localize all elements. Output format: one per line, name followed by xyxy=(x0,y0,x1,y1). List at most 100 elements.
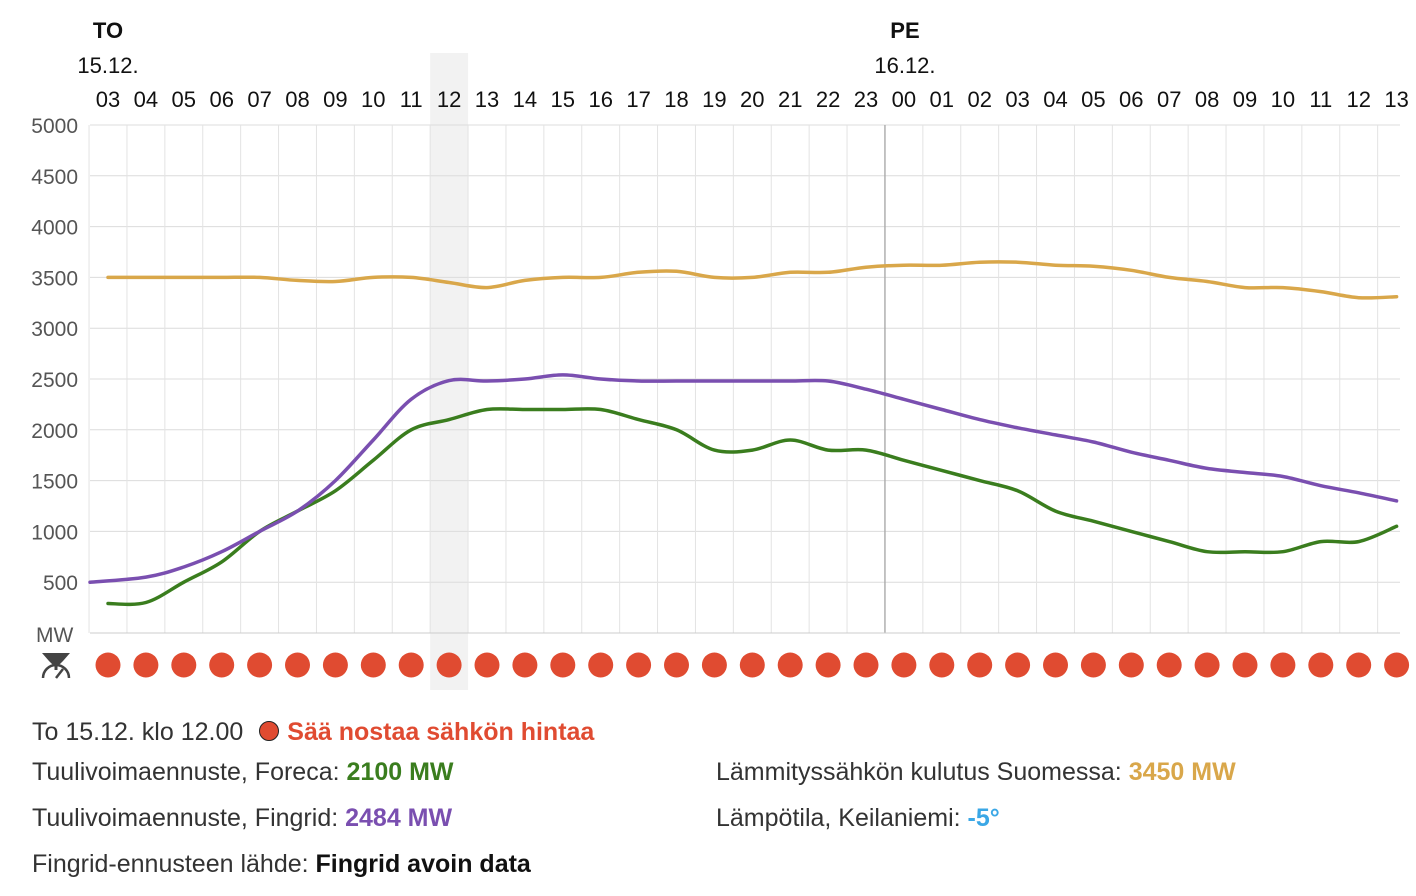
day-date-label: 16.12. xyxy=(874,53,935,78)
x-tick-label: 19 xyxy=(702,87,726,112)
status-dot-icon xyxy=(259,721,280,741)
y-tick-label: 3000 xyxy=(31,318,78,341)
x-tick-label: 03 xyxy=(96,87,120,112)
heating-series-line xyxy=(106,260,1399,300)
y-tick-label: 1000 xyxy=(31,521,78,544)
weather-effect-dot xyxy=(588,652,614,678)
weather-effect-dot xyxy=(360,652,386,678)
weather-effect-dot xyxy=(1080,652,1106,678)
x-tick-label: 10 xyxy=(1271,87,1295,112)
chart-gridlines xyxy=(88,124,1400,634)
fingrid-series-line xyxy=(88,373,1399,584)
x-tick-label: 09 xyxy=(323,87,347,112)
foreca-label: Tuulivoimaennuste, Foreca: xyxy=(32,758,347,786)
temperature-value: -5° xyxy=(967,804,1000,832)
x-tick-label: 15 xyxy=(551,87,575,112)
x-tick-label: 16 xyxy=(588,87,612,112)
weather-effect-dot xyxy=(512,652,538,678)
x-tick-label: 17 xyxy=(626,87,650,112)
y-tick-label: 500 xyxy=(43,572,78,595)
weather-effect-dot xyxy=(1156,652,1182,678)
weather-effect-dot xyxy=(322,652,348,678)
x-tick-label: 04 xyxy=(134,87,158,112)
heating-label: Lämmityssähkön kulutus Suomessa: xyxy=(716,758,1129,786)
weather-effect-dot xyxy=(1005,652,1031,678)
weather-effect-dot xyxy=(1118,652,1144,678)
info-timestamp: To 15.12. klo 12.00 xyxy=(32,718,244,746)
x-tick-label: 03 xyxy=(1005,87,1029,112)
weather-effect-dot xyxy=(1308,652,1334,678)
weather-effect-dots xyxy=(95,652,1410,678)
wind-forecast-chart: 500045004000350030002500200015001000500 … xyxy=(31,18,1410,690)
y-tick-label: 1500 xyxy=(31,471,78,494)
x-tick-label: 06 xyxy=(1119,87,1143,112)
x-tick-label: 11 xyxy=(400,87,423,112)
heating-value: 3450 MW xyxy=(1128,758,1236,786)
weather-effect-dot xyxy=(777,652,803,678)
weather-effect-dot xyxy=(815,652,841,678)
weather-effect-dot xyxy=(1270,652,1296,678)
x-tick-label: 07 xyxy=(1157,87,1181,112)
x-axis-hour-labels: 03 04 05 06 07 08 09 10 11 12 13 14 15 16 17 18 19 20 21 22… xyxy=(96,87,1409,112)
x-tick-label: 23 xyxy=(854,87,878,112)
info-timestamp-row: To 15.12. klo 12.00 Sää nostaa sähkön hin… xyxy=(32,718,594,747)
x-tick-label: 13 xyxy=(475,87,499,112)
series-lines xyxy=(88,260,1399,607)
weather-effect-dot xyxy=(209,652,235,678)
selected-hour-highlight xyxy=(430,53,469,690)
weather-effect-dot xyxy=(664,652,689,678)
fingrid-label: Tuulivoimaennuste, Fingrid: xyxy=(32,804,346,832)
y-tick-label: 3500 xyxy=(31,267,78,290)
y-tick-label: 2000 xyxy=(31,420,78,443)
x-tick-label: 14 xyxy=(513,87,537,112)
y-tick-label: 4500 xyxy=(31,166,78,189)
y-axis-labels: 5000 4500 4000 3500 3000 2500 2000 1500 1000 500 xyxy=(31,115,78,595)
x-tick-label: 06 xyxy=(209,87,233,112)
x-tick-label: 11 xyxy=(1309,87,1332,112)
x-tick-label: 21 xyxy=(778,87,802,112)
weather-effect-dot xyxy=(1043,652,1068,678)
info-foreca-row: Tuulivoimaennuste, Foreca: 2100 MW xyxy=(32,758,454,787)
x-tick-label: 22 xyxy=(816,87,840,112)
info-source-row: Fingrid-ennusteen lähde: Fingrid avoin d… xyxy=(32,850,531,879)
weather-effect-dot xyxy=(95,652,121,678)
weather-effect-dot xyxy=(247,652,273,678)
day-date-label: 15.12. xyxy=(77,53,138,78)
y-tick-label: 2500 xyxy=(31,369,78,392)
x-tick-label: 08 xyxy=(1195,87,1219,112)
source-label: Fingrid-ennusteen lähde: xyxy=(32,850,316,878)
day-weekday-label: PE xyxy=(890,18,919,43)
foreca-series-line xyxy=(106,407,1399,607)
fingrid-source-link[interactable]: Fingrid avoin data xyxy=(315,850,531,878)
foreca-value: 2100 MW xyxy=(346,758,454,786)
weather-effect-dot xyxy=(1346,652,1372,678)
weather-effect-dot xyxy=(853,652,879,678)
x-tick-label: 05 xyxy=(1081,87,1105,112)
y-tick-label: 4000 xyxy=(31,217,78,240)
weather-effect-dot xyxy=(550,652,576,678)
info-temperature-row: Lämpötila, Keilaniemi: -5° xyxy=(716,804,1000,833)
weather-effect-dot xyxy=(891,652,917,678)
weather-effect-dot xyxy=(626,652,652,678)
day-weekday-label: TO xyxy=(93,18,123,43)
x-tick-label: 07 xyxy=(247,87,271,112)
fingrid-value: 2484 MW xyxy=(345,804,453,832)
x-tick-label: 13 xyxy=(1384,87,1408,112)
weather-effect-dot xyxy=(285,652,310,678)
day-labels: TO 15.12. PE 16.12. xyxy=(77,18,935,78)
temperature-label: Lämpötila, Keilaniemi: xyxy=(716,804,968,832)
weather-effect-dot xyxy=(171,652,197,678)
x-tick-label: 01 xyxy=(930,87,954,112)
weather-effect-status: Sää nostaa sähkön hintaa xyxy=(287,718,595,746)
weather-effect-dot xyxy=(474,652,500,678)
x-tick-label: 04 xyxy=(1043,87,1067,112)
weather-effect-dot xyxy=(133,652,159,678)
weather-effect-dot xyxy=(398,652,424,678)
x-tick-label: 20 xyxy=(740,87,764,112)
x-tick-label: 09 xyxy=(1233,87,1257,112)
weather-effect-dot xyxy=(1384,652,1410,678)
weather-effect-scale-icon xyxy=(41,653,71,679)
weather-effect-dot xyxy=(929,652,955,678)
x-tick-label: 12 xyxy=(437,87,461,112)
x-tick-label: 00 xyxy=(892,87,916,112)
